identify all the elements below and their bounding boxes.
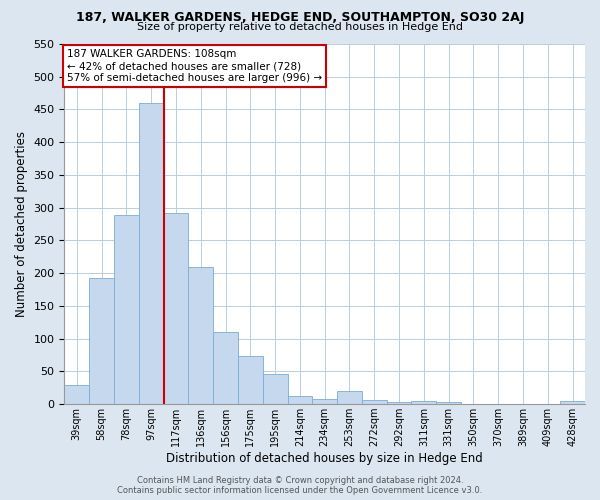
Bar [412,401,436,404]
Bar [313,399,337,404]
Bar [64,384,89,404]
Bar [114,215,139,404]
X-axis label: Distribution of detached houses by size in Hedge End: Distribution of detached houses by size … [166,452,483,465]
Bar [89,278,114,404]
Bar [164,213,188,404]
Bar [337,391,362,404]
Bar [238,356,263,404]
Bar [139,103,164,404]
Bar [188,266,213,404]
Text: Contains HM Land Registry data © Crown copyright and database right 2024.
Contai: Contains HM Land Registry data © Crown c… [118,476,482,495]
Bar [560,401,585,404]
Y-axis label: Number of detached properties: Number of detached properties [15,131,28,317]
Bar [263,374,287,404]
Bar [436,402,461,404]
Text: Size of property relative to detached houses in Hedge End: Size of property relative to detached ho… [137,22,463,32]
Bar [362,400,386,404]
Bar [213,332,238,404]
Text: 187 WALKER GARDENS: 108sqm
← 42% of detached houses are smaller (728)
57% of sem: 187 WALKER GARDENS: 108sqm ← 42% of deta… [67,50,322,82]
Bar [287,396,313,404]
Bar [386,402,412,404]
Text: 187, WALKER GARDENS, HEDGE END, SOUTHAMPTON, SO30 2AJ: 187, WALKER GARDENS, HEDGE END, SOUTHAMP… [76,11,524,24]
